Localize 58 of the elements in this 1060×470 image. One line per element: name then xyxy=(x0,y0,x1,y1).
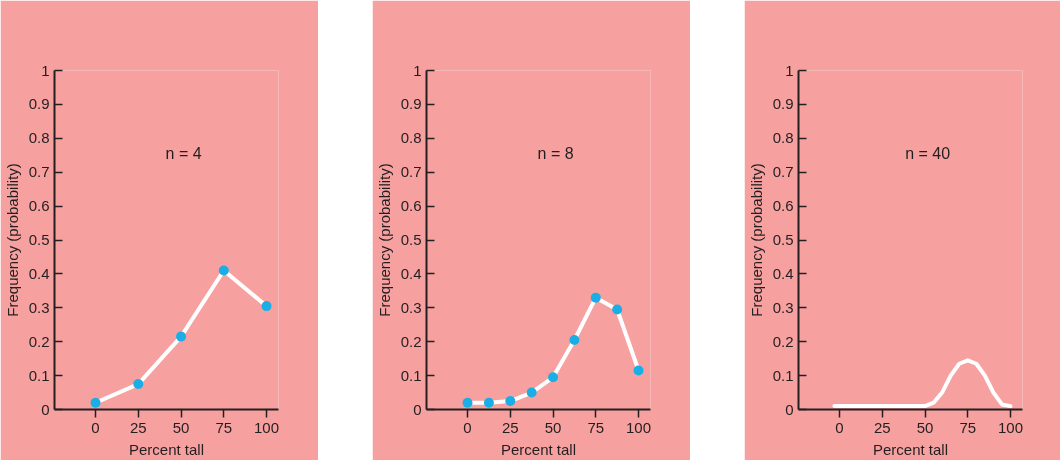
y-tick-label: 0 xyxy=(413,400,422,418)
x-tick-label: 100 xyxy=(254,418,280,436)
y-tick-label: 0.9 xyxy=(28,95,50,113)
y-tick-label: 0.4 xyxy=(772,264,794,282)
y-axis-title: Frequency (probability) xyxy=(3,163,21,317)
y-tick-label: 0.7 xyxy=(400,163,422,181)
y-tick-label: 0.8 xyxy=(400,129,422,147)
y-tick-label: 0 xyxy=(41,400,50,418)
y-tick-label: 0.5 xyxy=(28,231,50,248)
y-tick-label: 0.4 xyxy=(400,264,422,282)
y-tick-label: 0.1 xyxy=(400,366,422,384)
x-tick-label: 25 xyxy=(129,418,147,436)
annotation: n = 40 xyxy=(905,145,951,163)
x-tick-label: 0 xyxy=(91,418,100,436)
x-tick-label: 50 xyxy=(544,418,562,436)
y-tick-label: 0.2 xyxy=(400,332,422,350)
annotation: n = 4 xyxy=(165,145,202,163)
y-tick-label: 0.6 xyxy=(772,197,794,215)
y-tick-label: 0.2 xyxy=(28,332,50,350)
x-axis-title: Percent tall xyxy=(128,440,205,458)
y-tick-label: 0.2 xyxy=(772,332,794,350)
y-tick-label: 0.5 xyxy=(772,231,794,248)
y-tick-label: 0.3 xyxy=(772,298,794,316)
y-tick-label: 1 xyxy=(41,61,50,79)
x-tick-label: 75 xyxy=(215,418,233,436)
y-tick-label: 0.1 xyxy=(772,366,794,384)
x-axis-title: Percent tall xyxy=(872,440,949,458)
x-tick-label: 25 xyxy=(501,418,519,436)
y-tick-label: 0.9 xyxy=(400,95,422,113)
y-tick-label: 0.9 xyxy=(772,95,794,113)
y-axis-title: Frequency (probability) xyxy=(747,163,765,317)
y-tick-label: 0.6 xyxy=(400,197,422,215)
y-tick-label: 0.7 xyxy=(28,163,50,181)
y-tick-label: 1 xyxy=(413,61,422,79)
annotation: n = 8 xyxy=(537,145,574,163)
x-tick-label: 100 xyxy=(626,418,652,436)
y-tick-label: 0.8 xyxy=(772,129,794,147)
y-axis-title: Frequency (probability) xyxy=(375,163,393,317)
x-tick-label: 100 xyxy=(998,418,1024,436)
x-tick-label: 50 xyxy=(916,418,934,436)
y-tick-label: 0.6 xyxy=(28,197,50,215)
x-axis-title: Percent tall xyxy=(500,440,577,458)
y-tick-label: 0.7 xyxy=(772,163,794,181)
x-tick-label: 75 xyxy=(959,418,977,436)
x-tick-label: 0 xyxy=(463,418,472,436)
y-tick-label: 0.3 xyxy=(28,298,50,316)
y-tick-label: 1 xyxy=(785,61,794,79)
line-series xyxy=(832,358,1013,409)
y-tick-label: 0.5 xyxy=(400,231,422,248)
x-tick-label: 25 xyxy=(873,418,891,436)
y-tick-label: 0.8 xyxy=(28,129,50,147)
x-tick-label: 75 xyxy=(587,418,605,436)
y-tick-label: 0 xyxy=(785,400,794,418)
y-tick-label: 0.3 xyxy=(400,298,422,316)
x-tick-label: 0 xyxy=(835,418,844,436)
y-tick-label: 0.1 xyxy=(28,366,50,384)
x-tick-label: 50 xyxy=(172,418,190,436)
y-tick-label: 0.4 xyxy=(28,264,50,282)
